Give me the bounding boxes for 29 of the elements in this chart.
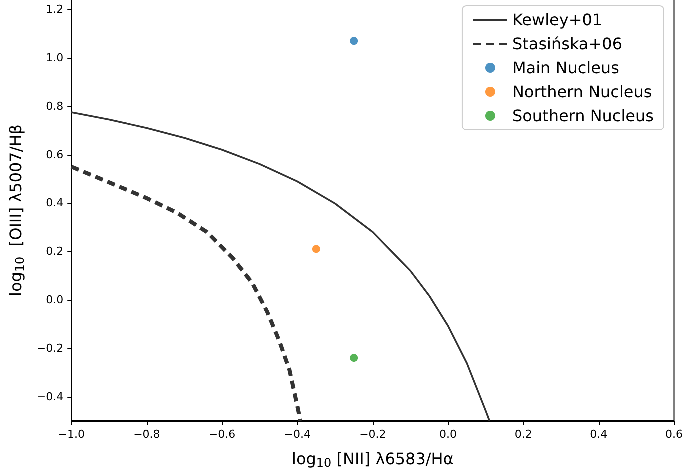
y-tick-label: 0.4 (46, 196, 64, 210)
line-series (70, 112, 491, 422)
x-tick-label: 0.0 (440, 428, 458, 441)
y-tick-label: 1.2 (46, 3, 64, 16)
x-tick-label: −0.8 (134, 428, 160, 441)
x-tick-label: 0.2 (514, 428, 532, 441)
legend-label: Main Nucleus (512, 58, 620, 78)
y-tick-label: 0.0 (46, 294, 64, 307)
x-tick-label: 0.6 (666, 428, 684, 441)
y-tick-label: −0.2 (36, 342, 64, 355)
y-tick-label: 1.0 (46, 52, 64, 65)
legend-label: Northern Nucleus (512, 82, 652, 102)
x-tick-label: 0.4 (590, 428, 608, 441)
point (312, 245, 320, 254)
y-tick-label: 0.6 (46, 148, 64, 162)
x-tick-label: −0.2 (360, 428, 386, 441)
legend-label: Southern Nucleus (512, 106, 654, 126)
y-axis-title: log10 [OIII] λ5007/Hβ (6, 124, 27, 296)
x-tick-label: −1.0 (58, 428, 85, 441)
y-tick-label: 0.8 (46, 100, 64, 113)
x-tick-label: −0.4 (284, 428, 311, 441)
y-tick-label: 0.2 (46, 245, 64, 258)
x-tick-label: −0.6 (208, 428, 236, 441)
y-tick-label: −0.4 (36, 390, 64, 404)
point (350, 37, 358, 46)
line-series (70, 164, 303, 423)
legend-label: Stasińska+06 (512, 34, 623, 54)
legend-label: Kewley+01 (512, 10, 603, 30)
point (350, 354, 358, 362)
